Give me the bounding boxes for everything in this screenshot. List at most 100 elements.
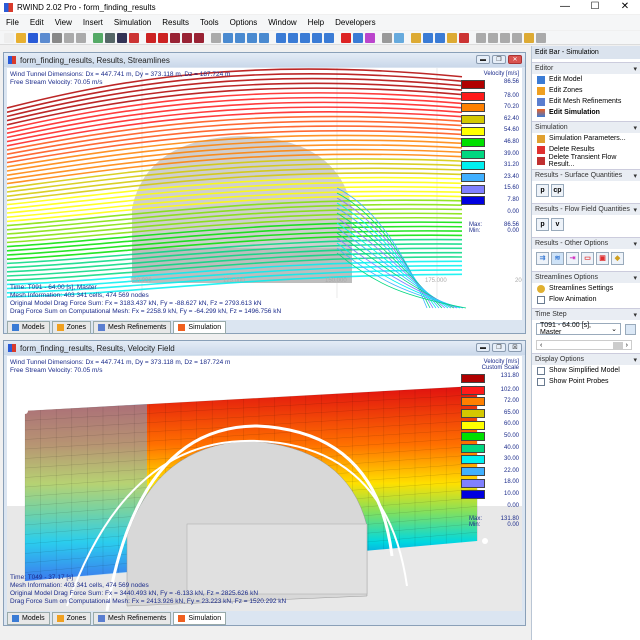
window-maximize-button[interactable]: ☒	[508, 343, 522, 352]
delete-transient-item[interactable]: Delete Transient Flow Result...	[532, 154, 640, 168]
checkbox[interactable]	[537, 377, 545, 386]
edit-zones-item[interactable]: Edit Zones	[532, 85, 640, 96]
tab-mesh-refinements[interactable]: Mesh Refinements	[93, 612, 172, 625]
clip-plane-icon[interactable]: ▭	[581, 252, 594, 265]
section-flow-quantities[interactable]: Results - Flow Field Quantities ▾	[532, 203, 640, 215]
minimize-button[interactable]: —	[560, 1, 570, 12]
menu-options[interactable]: Options	[229, 18, 258, 27]
menu-simulation[interactable]: Simulation	[113, 18, 152, 27]
time-step-select[interactable]: T091 - 64.00 [s], Master ⌄	[536, 322, 621, 336]
window-restore-button[interactable]: ❐	[492, 343, 506, 352]
axis-view-icon[interactable]	[324, 32, 334, 43]
section-simulation[interactable]: Simulation ▾	[532, 121, 640, 133]
align-icon[interactable]	[382, 32, 392, 43]
axes-icon[interactable]	[117, 32, 127, 43]
vectors-icon[interactable]: ⇉	[536, 252, 549, 265]
menu-window[interactable]: Window	[268, 18, 297, 27]
mesh-icon[interactable]	[105, 32, 115, 43]
window-minimize-button[interactable]: ▬	[476, 55, 490, 64]
redo-icon[interactable]	[76, 32, 86, 43]
slice-icon[interactable]: ⇥	[566, 252, 579, 265]
surface-pressure-button[interactable]: p	[536, 184, 549, 197]
save-icon[interactable]	[28, 32, 38, 43]
probe-active-icon[interactable]	[423, 32, 433, 43]
sphere-icon[interactable]	[394, 32, 404, 43]
edit-model-item[interactable]: Edit Model	[532, 74, 640, 85]
select-icon[interactable]	[211, 32, 221, 43]
rotate-icon[interactable]	[276, 32, 286, 43]
measure-icon[interactable]	[365, 32, 375, 43]
time-step-scrollbar[interactable]: ‹ ›	[536, 340, 632, 350]
label-icon[interactable]	[524, 32, 534, 43]
tab-simulation[interactable]: Simulation	[173, 321, 227, 334]
menu-developers[interactable]: Developers	[335, 18, 376, 27]
scroll-right-icon[interactable]: ›	[625, 341, 628, 349]
streamlines-settings-item[interactable]: Streamlines Settings	[532, 283, 640, 294]
time-step-settings-button[interactable]	[625, 323, 636, 335]
print-icon[interactable]	[52, 32, 62, 43]
checkbox[interactable]	[537, 295, 545, 304]
menu-insert[interactable]: Insert	[82, 18, 103, 27]
probe-icon[interactable]: ◆	[611, 252, 624, 265]
probe3-icon[interactable]	[447, 32, 457, 43]
delete-results-item[interactable]: Delete Results	[532, 144, 640, 155]
maximize-button[interactable]: ☐	[590, 1, 600, 12]
zoom-all-icon[interactable]	[259, 32, 269, 43]
tab-models[interactable]: Models	[7, 321, 50, 334]
simulation-parameters-item[interactable]: Simulation Parameters...	[532, 133, 640, 144]
scroll-left-icon[interactable]: ‹	[540, 341, 543, 349]
line-icon[interactable]	[500, 32, 510, 43]
streamlines-icon[interactable]: ≋	[551, 252, 564, 265]
tab-mesh-refinements[interactable]: Mesh Refinements	[93, 321, 172, 334]
window-minimize-button[interactable]: ▬	[476, 343, 490, 352]
iso-view-icon[interactable]	[312, 32, 322, 43]
flow-animation-checkbox[interactable]: Flow Animation	[532, 294, 640, 305]
render2-icon[interactable]	[182, 32, 192, 43]
section-surface-quantities[interactable]: Results - Surface Quantities ▾	[532, 169, 640, 181]
tab-models[interactable]: Models	[7, 612, 50, 625]
view-front-icon[interactable]	[146, 32, 156, 43]
menu-help[interactable]: Help	[307, 18, 325, 27]
flow-pressure-button[interactable]: p	[536, 218, 549, 231]
new-icon[interactable]	[4, 32, 14, 43]
section-editor[interactable]: Editor ▾	[532, 62, 640, 74]
edit-simulation-item[interactable]: Edit Simulation	[532, 107, 640, 118]
menu-edit[interactable]: Edit	[29, 18, 44, 27]
zoom-fit-icon[interactable]	[247, 32, 257, 43]
streamlines-viewport[interactable]: 100.000 125.000 150.000 175.000 200.000 Wind…	[7, 68, 522, 320]
section-other-options[interactable]: Results - Other Options ▾	[532, 237, 640, 249]
window-restore-button[interactable]: ❐	[492, 55, 506, 64]
menu-view[interactable]: View	[54, 18, 72, 27]
velocity-viewport[interactable]: Wind Tunnel Dimensions: Dx = 447.741 m, …	[7, 356, 522, 611]
tab-simulation[interactable]: Simulation	[173, 612, 227, 625]
undo-icon[interactable]	[64, 32, 74, 43]
arrow-icon[interactable]	[512, 32, 522, 43]
model-icon[interactable]	[93, 32, 103, 43]
scroll-thumb[interactable]	[612, 341, 623, 349]
render3-icon[interactable]	[194, 32, 204, 43]
window-icon[interactable]: ▣	[596, 252, 609, 265]
menu-results[interactable]: Results	[162, 18, 189, 27]
probe-icon[interactable]	[411, 32, 421, 43]
view-back-icon[interactable]	[158, 32, 168, 43]
checkbox[interactable]	[537, 366, 545, 375]
show-simplified-model-checkbox[interactable]: Show Simplified Model	[532, 365, 640, 376]
tab-zones[interactable]: Zones	[51, 321, 92, 334]
probe2-icon[interactable]	[435, 32, 445, 43]
menu-file[interactable]: File	[6, 18, 19, 27]
print-preview-icon[interactable]	[40, 32, 50, 43]
section-streamlines[interactable]: Streamlines Options ▾	[532, 271, 640, 283]
box-icon[interactable]	[353, 32, 363, 43]
color-icon[interactable]	[341, 32, 351, 43]
rotate2-icon[interactable]	[288, 32, 298, 43]
surface-cp-button[interactable]: cp	[551, 184, 564, 197]
rotate3-icon[interactable]	[300, 32, 310, 43]
square-icon[interactable]	[488, 32, 498, 43]
show-point-probes-checkbox[interactable]: Show Point Probes	[532, 376, 640, 387]
open-icon[interactable]	[16, 32, 26, 43]
grid-icon[interactable]	[129, 32, 139, 43]
render-icon[interactable]	[170, 32, 180, 43]
zoom-icon[interactable]	[235, 32, 245, 43]
menu-tools[interactable]: Tools	[199, 18, 219, 27]
flow-velocity-button[interactable]: v	[551, 218, 564, 231]
